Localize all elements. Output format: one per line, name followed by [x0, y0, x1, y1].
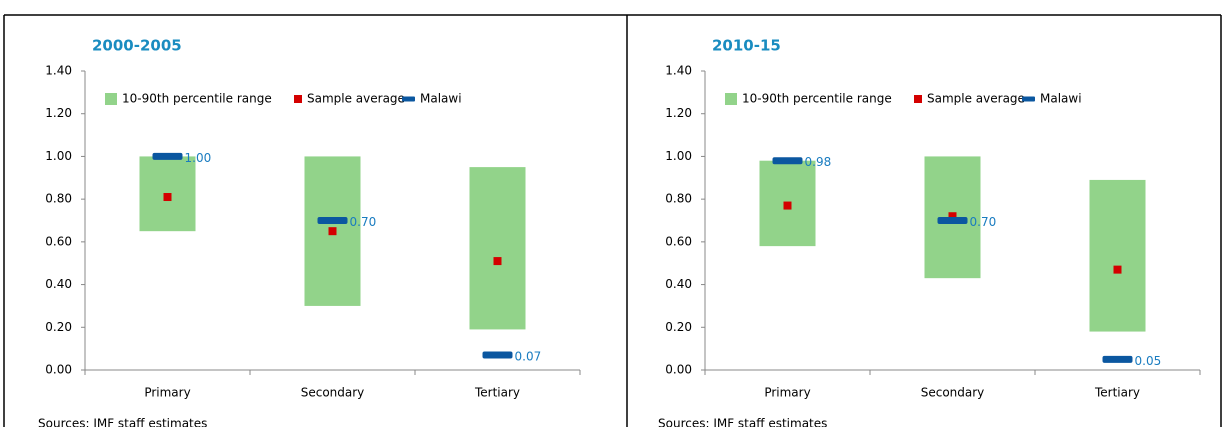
y-tick-label: 0.60: [665, 234, 692, 248]
source-note: Sources: IMF staff estimates: [38, 417, 207, 427]
y-tick-label: 0.20: [665, 320, 692, 334]
malawi-marker: [772, 157, 803, 165]
malawi-marker: [937, 217, 968, 224]
y-tick-label: 1.20: [45, 106, 72, 120]
legend-label: Malawi: [1040, 92, 1082, 106]
legend-swatch: [294, 95, 302, 103]
x-tick-label: Tertiary: [474, 386, 520, 400]
malawi-marker: [1102, 355, 1133, 363]
legend-label: Malawi: [420, 92, 462, 106]
legend-swatch: [914, 95, 922, 103]
y-tick-label: 0.20: [45, 320, 72, 334]
value-label: 1.00: [185, 151, 212, 165]
range-bar: [469, 167, 526, 330]
y-tick-label: 0.00: [665, 363, 692, 377]
y-tick-label: 1.20: [665, 106, 692, 120]
average-marker: [1113, 265, 1122, 274]
x-tick-label: Primary: [144, 386, 190, 400]
value-label: 0.70: [350, 215, 377, 229]
value-label: 0.05: [1135, 354, 1162, 368]
y-tick-label: 0.40: [45, 277, 72, 291]
y-tick-label: 0.60: [45, 234, 72, 248]
average-marker: [328, 227, 337, 236]
average-marker: [783, 201, 792, 210]
legend-label: 10-90th percentile range: [742, 92, 892, 106]
y-tick-label: 0.80: [45, 192, 72, 206]
average-marker: [493, 257, 502, 266]
malawi-marker: [482, 351, 513, 359]
legend-swatch: [105, 93, 117, 105]
chart-title: 2000-2005: [92, 37, 182, 55]
x-tick-label: Secondary: [301, 386, 365, 400]
y-tick-label: 0.00: [45, 363, 72, 377]
value-label: 0.07: [515, 350, 542, 364]
legend-swatch: [1022, 96, 1035, 102]
value-label: 0.98: [805, 155, 832, 169]
legend-label: Sample average: [927, 92, 1025, 106]
y-tick-label: 0.40: [665, 277, 692, 291]
malawi-marker: [152, 152, 183, 160]
chart-title: 2010-15: [712, 37, 781, 55]
malawi-marker: [317, 217, 348, 224]
y-tick-label: 0.80: [665, 192, 692, 206]
x-tick-label: Tertiary: [1094, 386, 1140, 400]
y-tick-label: 1.40: [665, 64, 692, 78]
legend-label: Sample average: [307, 92, 405, 106]
y-tick-label: 1.40: [45, 64, 72, 78]
y-tick-label: 1.00: [45, 149, 72, 163]
legend-label: 10-90th percentile range: [122, 92, 272, 106]
x-tick-label: Primary: [764, 386, 810, 400]
y-tick-label: 1.00: [665, 149, 692, 163]
average-marker: [948, 212, 957, 221]
x-tick-label: Secondary: [921, 386, 985, 400]
legend-swatch: [402, 96, 415, 102]
value-label: 0.70: [970, 215, 997, 229]
average-marker: [163, 193, 172, 202]
source-note: Sources: IMF staff estimates: [658, 417, 827, 427]
legend-swatch: [725, 93, 737, 105]
range-bar: [1089, 179, 1146, 332]
